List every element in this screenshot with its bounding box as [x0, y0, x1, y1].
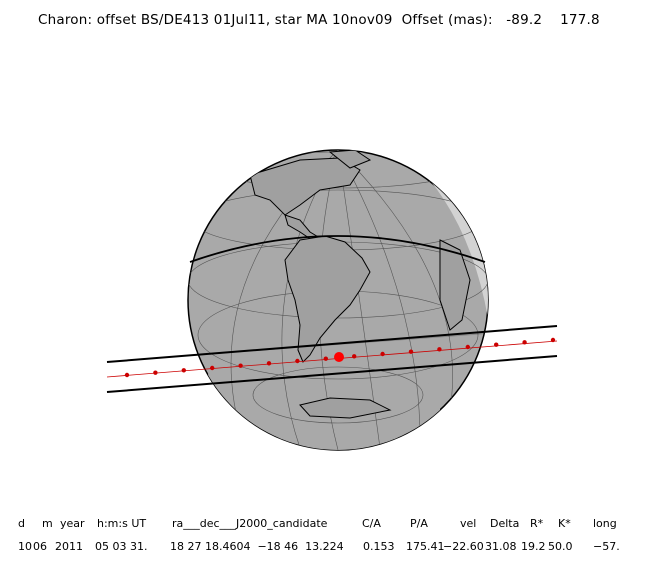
shadow-ellipse	[189, 235, 486, 263]
track-point	[210, 365, 215, 371]
track-point	[550, 337, 556, 343]
track-point	[437, 347, 442, 352]
track-point	[323, 356, 328, 361]
track-points	[124, 337, 556, 378]
track-point	[238, 363, 243, 368]
track-south-limit	[106, 355, 558, 393]
track-point	[408, 349, 414, 354]
track-point	[352, 354, 357, 359]
track-point	[181, 368, 186, 373]
track-point	[124, 372, 130, 378]
track-point	[380, 351, 385, 357]
track-point	[266, 361, 272, 366]
closest-approach-point	[334, 352, 344, 362]
plot-title: Charon: offset BS/DE413 01Jul11, star MA…	[38, 12, 600, 28]
track-north-limit	[106, 325, 558, 363]
track-point	[153, 370, 158, 375]
track-point	[522, 340, 527, 345]
continents	[249, 150, 471, 419]
track-point	[465, 344, 470, 350]
track-point	[494, 342, 499, 347]
track-point	[295, 358, 300, 364]
